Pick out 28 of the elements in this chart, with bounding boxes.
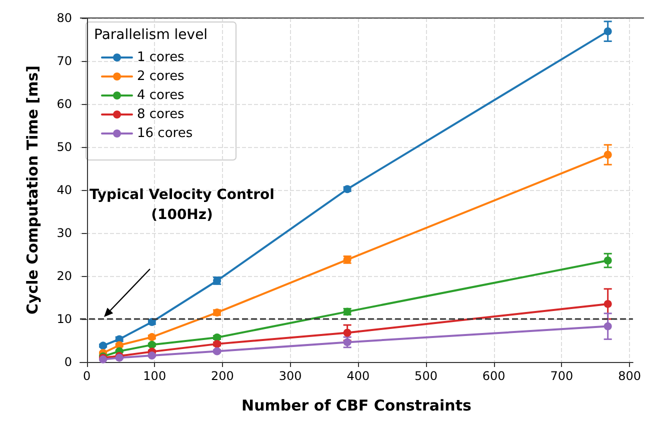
x-tick-label: 0 xyxy=(82,369,91,383)
x-tick-label: 800 xyxy=(618,369,641,383)
x-tick-label: 700 xyxy=(550,369,574,383)
legend-label: 8 cores xyxy=(137,107,185,122)
x-axis-title: Number of CBF Constraints xyxy=(242,396,472,414)
x-tick-label: 200 xyxy=(211,369,234,383)
y-axis-title: Cycle Computation Time [ms] xyxy=(24,65,42,315)
y-tick-label: 0 xyxy=(64,355,72,369)
y-tick-label: 10 xyxy=(56,312,72,326)
legend-label: 4 cores xyxy=(137,88,185,103)
y-tick-label: 30 xyxy=(56,226,72,240)
y-tick-label: 20 xyxy=(56,269,72,283)
legend-label: 16 cores xyxy=(137,126,193,141)
x-tick-label: 400 xyxy=(346,369,370,383)
y-tick-label: 80 xyxy=(56,11,72,25)
legend-label: 2 cores xyxy=(137,69,185,84)
chart: Parallelism level Typical Velocity Control (100Hz) Cycle Computation Time [ms] Number of CBF Constraints 0 10 20 30 40 50 60 70 80 0 100 200 300 400 500 600 700 800 1 cores 2 cores 4 cores 8 cores 16 cores xyxy=(8,8,644,423)
legend-title: Parallelism level xyxy=(94,27,208,43)
annotation: Typical Velocity Control (100Hz) xyxy=(90,187,274,223)
x-tick-label: 100 xyxy=(143,369,166,383)
x-tick-label: 600 xyxy=(482,369,506,383)
y-tick-label: 40 xyxy=(56,183,72,197)
x-tick-label: 300 xyxy=(278,369,302,383)
y-tick-label: 50 xyxy=(56,140,72,154)
y-tick-label: 70 xyxy=(56,54,72,68)
y-tick-label: 60 xyxy=(56,97,72,111)
legend-label: 1 cores xyxy=(137,50,185,65)
x-tick-label: 500 xyxy=(414,369,438,383)
